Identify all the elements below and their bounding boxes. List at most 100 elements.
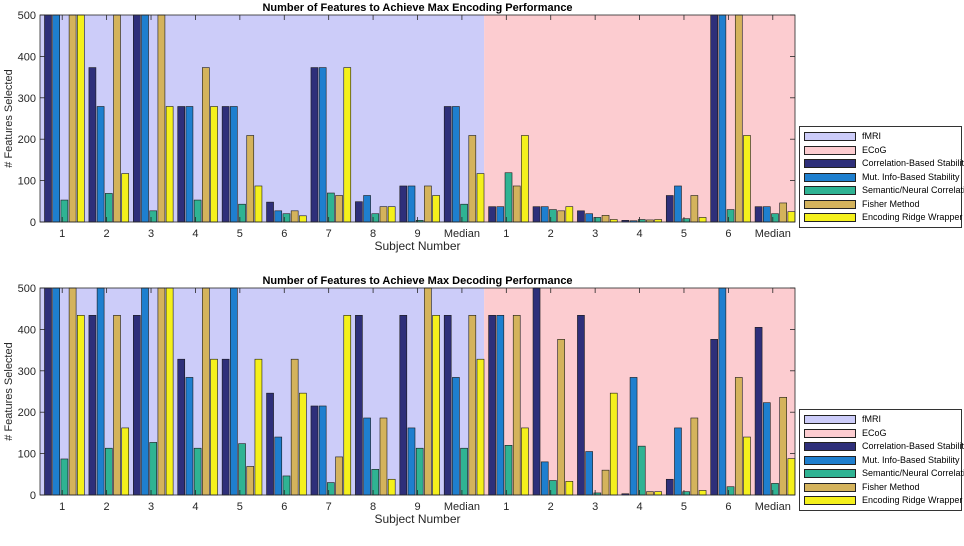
- bar: [299, 215, 307, 223]
- bar: [754, 206, 763, 223]
- bar: [274, 210, 283, 223]
- bar: [133, 315, 141, 496]
- bar: [185, 377, 194, 496]
- bar: [44, 14, 52, 223]
- bar: [577, 210, 585, 223]
- bar: [335, 456, 343, 496]
- bar: [254, 185, 263, 223]
- x-tick-label: 5: [237, 228, 243, 240]
- bar: [290, 358, 299, 496]
- legend-label: Correlation-Based Stability: [862, 441, 964, 451]
- bar: [318, 405, 327, 496]
- bar: [355, 315, 363, 496]
- bar: [177, 358, 186, 496]
- bar: [379, 417, 388, 496]
- bar: [266, 201, 274, 223]
- legend-label: Mut. Info-Based Stability: [862, 454, 960, 465]
- bar: [60, 458, 69, 496]
- bar: [629, 377, 638, 496]
- bar: [363, 417, 371, 496]
- bar: [710, 339, 718, 496]
- bar: [379, 206, 388, 223]
- x-tick-label: 2: [548, 228, 554, 240]
- bar: [185, 106, 194, 223]
- legend-swatch: [804, 482, 856, 492]
- bar: [310, 405, 319, 496]
- bar: [355, 201, 363, 223]
- x-tick-label: Median: [444, 501, 480, 513]
- legend-swatch: [804, 213, 856, 222]
- legend-swatch: [804, 415, 856, 424]
- bar: [557, 210, 565, 223]
- bar: [399, 315, 408, 496]
- bar: [310, 67, 319, 223]
- y-axis-label: # Features Selected: [3, 69, 15, 167]
- legend-label: Fisher Method: [862, 198, 920, 209]
- bar: [177, 106, 186, 223]
- bar: [734, 14, 743, 223]
- x-tick-label: 4: [636, 501, 642, 513]
- bar: [452, 377, 460, 496]
- bar: [407, 185, 416, 223]
- bar: [266, 392, 274, 496]
- x-tick-label: 2: [548, 501, 554, 513]
- bar: [443, 315, 452, 496]
- legend-label: fMRI: [862, 131, 881, 141]
- bar: [754, 327, 763, 496]
- bar: [68, 287, 77, 496]
- bar: [343, 67, 352, 223]
- bar: [157, 287, 166, 496]
- bar: [665, 195, 674, 223]
- bar: [387, 478, 396, 496]
- y-tick-label: 0: [30, 217, 36, 229]
- x-tick-label: 6: [725, 501, 731, 513]
- legend-label: Semantic/Neural Correlation: [862, 185, 964, 195]
- x-tick-label: Median: [444, 228, 480, 240]
- bar: [512, 185, 521, 223]
- legend-swatch: [804, 145, 856, 155]
- x-tick-label: 7: [326, 228, 332, 240]
- x-tick-label: 5: [681, 501, 687, 513]
- bar: [521, 135, 529, 223]
- bar: [718, 14, 727, 223]
- legend-swatch: [804, 469, 856, 478]
- bar: [452, 106, 460, 223]
- y-tick-label: 300: [18, 366, 36, 378]
- x-tick-label: 3: [592, 228, 598, 240]
- legend-decoding: fMRI ECoG Correlation-Based Stability Mut. …: [799, 409, 964, 511]
- bar: [496, 206, 505, 223]
- bar: [512, 315, 521, 496]
- x-tick-label: 6: [725, 228, 731, 240]
- legend-label: Encoding Ridge Wrapper: [862, 495, 963, 505]
- y-tick-label: 200: [18, 407, 36, 419]
- bar: [496, 315, 505, 496]
- bar: [690, 417, 699, 496]
- bar: [77, 315, 85, 496]
- bar: [585, 451, 593, 496]
- bar: [698, 490, 707, 496]
- bar: [710, 14, 718, 223]
- x-tick-label: 6: [281, 501, 287, 513]
- legend-swatch: [804, 199, 856, 209]
- bar: [532, 287, 541, 496]
- legend-swatch: [804, 455, 856, 465]
- chart-title: Number of Features to Achieve Max Decodi…: [262, 275, 572, 287]
- bar: [540, 461, 549, 496]
- bar: [488, 206, 496, 223]
- legend-label: ECoG: [862, 144, 887, 155]
- x-tick-label: 1: [59, 501, 65, 513]
- bar: [718, 287, 727, 496]
- bar: [540, 206, 549, 223]
- legend-encoding: fMRI ECoG Correlation-Based Stability Mut. …: [799, 126, 964, 228]
- x-axis-label: Subject Number: [374, 239, 460, 253]
- bar: [443, 106, 452, 223]
- bar: [202, 287, 210, 496]
- x-tick-label: 3: [148, 228, 154, 240]
- bar: [577, 315, 585, 496]
- bar: [415, 447, 424, 496]
- bar: [521, 427, 529, 496]
- legend-swatch: [804, 496, 856, 505]
- bar: [609, 392, 618, 496]
- x-tick-label: 8: [370, 501, 376, 513]
